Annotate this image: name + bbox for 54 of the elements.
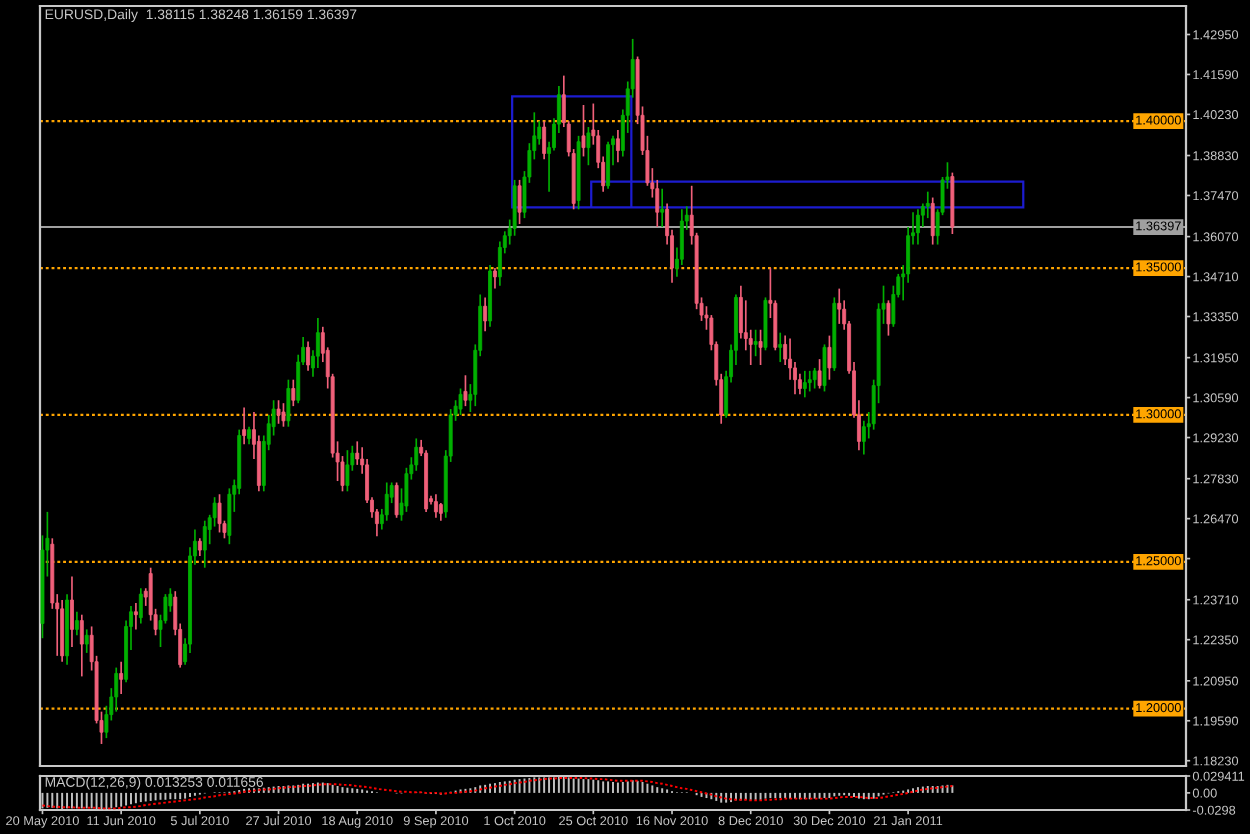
candlestick <box>133 602 138 631</box>
candlestick <box>827 334 832 381</box>
candlestick <box>114 666 119 713</box>
candlestick <box>930 196 935 246</box>
candlestick <box>217 493 222 534</box>
candlestick <box>483 296 488 333</box>
candlestick <box>276 399 281 425</box>
candlestick <box>227 487 232 546</box>
candlestick <box>753 328 758 358</box>
candlestick <box>512 179 517 237</box>
candlestick <box>807 370 812 393</box>
candlestick <box>542 120 547 161</box>
candlestick <box>306 340 310 372</box>
candlestick <box>202 519 207 569</box>
candlestick <box>291 378 296 407</box>
line-series <box>41 776 954 810</box>
candlestick <box>458 387 463 416</box>
candlestick <box>70 575 74 648</box>
candlestick <box>345 449 350 493</box>
candlestick <box>84 628 89 654</box>
candlestick <box>315 317 320 369</box>
candlestick <box>355 440 360 466</box>
candlestick <box>606 140 611 190</box>
candlestick <box>586 126 591 167</box>
candlestick <box>817 358 822 390</box>
candlestick <box>861 419 866 456</box>
candlestick <box>242 406 247 446</box>
candlestick <box>119 660 124 695</box>
candlestick <box>79 613 84 678</box>
candlestick <box>837 287 842 325</box>
candlestick <box>463 374 468 407</box>
candlestick <box>660 187 665 228</box>
candlestick <box>384 481 389 522</box>
candlestick <box>517 179 522 225</box>
candlestick <box>433 493 438 519</box>
candlestick <box>414 437 419 472</box>
candlestick <box>802 370 807 399</box>
candlestick <box>916 208 920 246</box>
candlestick <box>74 610 79 637</box>
candlestick <box>758 328 763 366</box>
candlestick <box>281 402 286 428</box>
candlestick <box>886 299 891 337</box>
candlestick <box>581 104 586 158</box>
candlestick <box>286 378 291 428</box>
candlestick <box>394 481 399 519</box>
candlestick <box>615 129 620 164</box>
candlestick <box>60 599 65 663</box>
candlestick <box>493 267 497 290</box>
candlestick <box>778 331 783 363</box>
candlestick <box>925 190 930 219</box>
candlestick <box>763 296 768 352</box>
candlestick <box>812 367 817 390</box>
candlestick <box>138 587 143 625</box>
candlestick <box>822 343 827 393</box>
